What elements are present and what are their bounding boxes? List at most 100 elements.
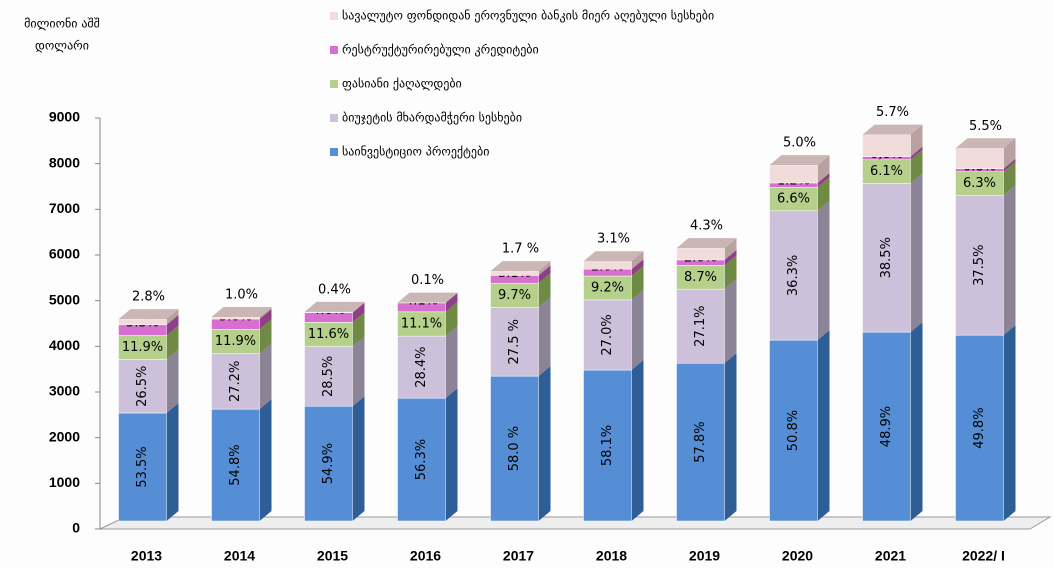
legend-swatch (330, 80, 338, 88)
y-tick-label: 2000 (49, 428, 80, 444)
segment-label: 49.8% (972, 407, 987, 448)
segment-label: 37.5% (972, 245, 987, 286)
bar-side (1004, 185, 1016, 335)
bar-side (446, 326, 458, 398)
bar-segment (863, 135, 911, 157)
segment-label: 11.6% (308, 327, 349, 342)
y-tick-label: 6000 (49, 246, 80, 262)
segment-label: 6.3% (963, 176, 996, 191)
x-tick-label: 2022/ I (962, 548, 1005, 564)
segment-label: 38.5% (879, 237, 894, 278)
x-tick-label: 2020 (782, 548, 813, 564)
segment-label: 48.9% (879, 406, 894, 447)
bar-side (539, 366, 551, 521)
segment-label: 58.0 % (507, 426, 522, 471)
segment-label: 4.3% (690, 219, 723, 234)
bar-side (818, 330, 830, 521)
segment-label: 2.8% (132, 290, 165, 305)
legend-swatch (330, 12, 338, 20)
segment-label: 0.4% (318, 282, 351, 297)
bar-side (539, 297, 551, 376)
segment-label: 11.9% (122, 340, 163, 355)
segment-label: 6.6% (777, 192, 810, 207)
bar-segment (770, 165, 818, 183)
segment-label: 9.2% (591, 280, 624, 295)
bar-side (911, 173, 923, 332)
bar-segment (119, 319, 167, 325)
segment-label: 9.7% (498, 288, 531, 303)
segment-label: 8.7% (684, 270, 717, 285)
legend-label: სავალუტო ფონდიდან ეროვნული ბანკის მიერ ა… (342, 9, 714, 23)
segment-label: 26.5% (135, 366, 150, 407)
x-tick-label: 2021 (875, 548, 906, 564)
bar-segment (212, 317, 260, 319)
bar-side (260, 399, 272, 521)
segment-label: 28.5% (321, 356, 336, 397)
segment-label: 5.5% (969, 119, 1002, 134)
bar-side (1004, 325, 1016, 521)
legend-swatch (330, 148, 338, 156)
x-tick-label: 2019 (689, 548, 720, 564)
segment-label: 5.7% (876, 105, 909, 120)
legend-label: ფასიანი ქაღალდები (342, 77, 462, 91)
y-tick-label: 8000 (49, 154, 80, 170)
bar-side (167, 403, 179, 521)
bar-side (632, 360, 644, 521)
x-tick-label: 2014 (224, 548, 255, 564)
bar-segment (584, 261, 632, 269)
y-tick-label: 7000 (49, 200, 80, 216)
segment-label: 11.9% (215, 334, 256, 349)
segment-label: 53.5% (135, 446, 150, 487)
bar-side (446, 388, 458, 521)
segment-label: 54.8% (228, 444, 243, 485)
legend-label: რესტრუქტურირებული კრედიტები (342, 43, 539, 57)
bar-side (818, 201, 830, 340)
x-tick-label: 2015 (317, 548, 348, 564)
legend-swatch (330, 46, 338, 54)
x-tick-label: 2017 (503, 548, 534, 564)
segment-label: 57.8% (693, 421, 708, 462)
legend-label: საინვესტიციო პროექტები (342, 145, 489, 159)
bar-side (725, 353, 737, 521)
x-tick-label: 2013 (131, 548, 162, 564)
y-tick-label: 5000 (49, 291, 80, 307)
bar-side (167, 350, 179, 413)
legend-label: ბიუჯეტის მხარდამჭერი სესხები (342, 111, 522, 125)
legend-swatch (330, 114, 338, 122)
bar-segment (956, 148, 1004, 169)
bar-side (353, 337, 365, 407)
bar-side (725, 279, 737, 363)
bar-segment (491, 271, 539, 275)
segment-label: 28.4% (414, 346, 429, 387)
bar-side (353, 396, 365, 521)
x-tick-label: 2016 (410, 548, 441, 564)
segment-label: 27.0% (600, 314, 615, 355)
segment-label: 27.5 % (507, 319, 522, 364)
segment-label: 27.2% (228, 361, 243, 402)
bar-segment (305, 312, 353, 313)
segment-label: 3.1% (597, 232, 630, 247)
y-tick-label: 4000 (49, 337, 80, 353)
segment-label: 56.3% (414, 439, 429, 480)
bar-side (632, 290, 644, 370)
x-tick-label: 2018 (596, 548, 627, 564)
segment-label: 11.1% (401, 316, 442, 331)
segment-label: 36.3% (786, 255, 801, 296)
segment-label: 54.9% (321, 443, 336, 484)
segment-label: 1.0% (225, 288, 258, 303)
segment-label: 27.1% (693, 306, 708, 347)
segment-label: 6.1% (870, 164, 903, 179)
y-axis-label: მილიონი აშშ (24, 17, 100, 31)
segment-label: 5.0% (783, 136, 816, 151)
y-tick-label: 0 (72, 520, 80, 536)
segment-label: 50.8% (786, 410, 801, 451)
segment-label: 1.7 % (502, 242, 539, 257)
y-tick-label: 3000 (49, 383, 80, 399)
bar-side (260, 344, 272, 410)
bar-side (911, 322, 923, 521)
y-tick-label: 1000 (49, 474, 80, 490)
bar-segment (677, 248, 725, 260)
y-axis-label: დოლარი (35, 39, 89, 53)
segment-label: 58.1% (600, 425, 615, 466)
